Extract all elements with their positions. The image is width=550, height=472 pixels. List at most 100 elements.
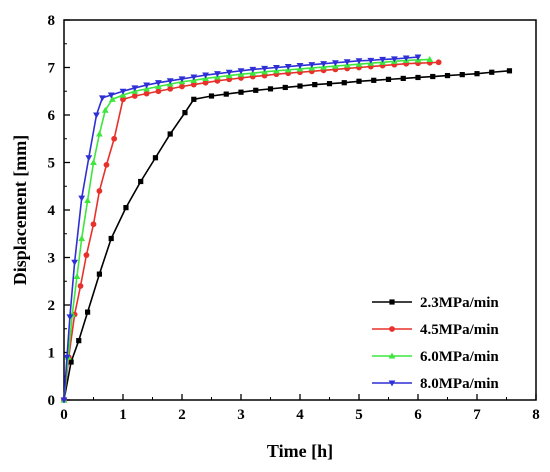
data-point — [96, 130, 103, 137]
data-point — [474, 71, 480, 77]
legend-label: 8.0MPa/min — [420, 376, 499, 392]
data-point — [108, 235, 114, 242]
data-point — [430, 73, 436, 80]
data-point — [111, 135, 118, 142]
x-axis-label: Time [h] — [267, 441, 333, 461]
data-point — [253, 87, 259, 93]
series-line — [63, 58, 430, 401]
y-tick-label: 7 — [48, 61, 56, 77]
y-tick-label: 5 — [48, 156, 56, 172]
data-point — [155, 80, 162, 87]
data-point — [343, 59, 351, 66]
data-point — [166, 78, 174, 85]
data-point — [415, 74, 421, 81]
data-point — [202, 79, 209, 86]
data-point — [108, 95, 116, 102]
data-point — [152, 155, 159, 161]
data-point — [341, 80, 347, 86]
data-point — [312, 82, 318, 88]
data-point — [506, 68, 513, 74]
legend-label: 2.3MPa/min — [420, 295, 499, 311]
data-point — [385, 76, 392, 82]
data-point — [444, 72, 451, 79]
data-point — [143, 90, 150, 97]
legend-item: 2.3MPa/min — [372, 295, 499, 311]
y-tick-label: 6 — [48, 108, 56, 124]
series-4 — [60, 54, 422, 404]
data-point — [426, 56, 434, 62]
data-point — [119, 88, 127, 95]
y-axis-ticks: 0 1 2 3 4 5 6 7 8 — [48, 13, 70, 409]
x-tick-label: 5 — [355, 407, 363, 423]
data-point — [190, 74, 198, 81]
data-point — [84, 197, 91, 204]
x-tick-label: 2 — [178, 407, 186, 423]
data-point — [96, 188, 103, 194]
data-point — [60, 397, 68, 404]
data-point — [96, 271, 102, 277]
data-point — [402, 55, 410, 62]
data-point — [355, 58, 363, 65]
data-point — [66, 314, 74, 321]
data-point — [459, 72, 465, 78]
data-point — [107, 92, 115, 99]
data-point — [273, 64, 280, 71]
legend-item: 6.0MPa/min — [372, 349, 499, 365]
data-point — [296, 63, 304, 69]
data-point — [123, 205, 129, 211]
y-tick-label: 3 — [48, 251, 56, 267]
data-point — [68, 359, 74, 365]
data-point — [83, 252, 90, 259]
data-point — [131, 93, 138, 99]
y-tick-label: 0 — [48, 393, 56, 409]
data-point — [178, 76, 186, 83]
data-point — [414, 54, 422, 61]
legend-marker — [389, 326, 395, 332]
legend-marker — [388, 352, 396, 359]
series-3 — [60, 56, 434, 403]
data-point — [93, 112, 100, 119]
legend-marker — [389, 299, 395, 305]
y-tick-label: 2 — [48, 298, 56, 314]
series-layer — [60, 54, 513, 404]
legend-label: 4.5MPa/min — [420, 322, 499, 338]
data-point — [356, 78, 362, 84]
data-point — [202, 72, 209, 79]
data-point — [78, 235, 86, 242]
data-point — [284, 64, 292, 70]
y-tick-label: 4 — [48, 203, 56, 219]
data-point — [191, 96, 197, 102]
data-point — [76, 338, 82, 344]
data-point — [326, 81, 333, 87]
data-point — [182, 110, 188, 116]
legend-label: 6.0MPa/min — [420, 349, 499, 365]
data-point — [167, 131, 173, 137]
data-point — [400, 75, 406, 82]
data-point — [391, 56, 398, 63]
data-point — [77, 283, 84, 289]
data-point — [297, 83, 303, 89]
x-axis-ticks: 0 1 2 3 4 5 6 7 8 — [60, 394, 540, 423]
data-point — [143, 82, 150, 89]
data-point — [120, 96, 126, 103]
x-tick-label: 3 — [237, 407, 245, 423]
data-point — [63, 354, 71, 361]
data-point — [367, 57, 375, 64]
data-point — [78, 195, 86, 202]
series-line — [63, 61, 439, 401]
data-point — [225, 69, 233, 76]
y-tick-label: 8 — [48, 13, 56, 29]
data-point — [190, 81, 197, 88]
data-point — [85, 155, 93, 162]
data-point — [308, 62, 316, 69]
series-1 — [61, 68, 513, 403]
y-tick-label: 1 — [48, 346, 56, 362]
data-point — [320, 61, 327, 68]
data-point — [379, 56, 386, 63]
data-point — [101, 106, 109, 113]
data-point — [371, 77, 377, 83]
data-point — [267, 86, 274, 92]
data-point — [167, 85, 174, 92]
data-point — [131, 85, 139, 92]
legend-marker — [388, 380, 396, 387]
